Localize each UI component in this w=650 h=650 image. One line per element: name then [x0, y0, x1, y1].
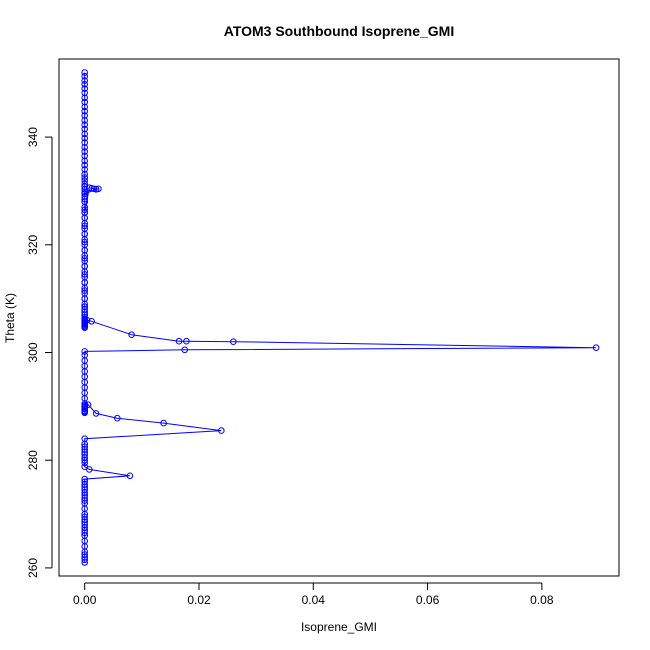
data-point	[81, 206, 88, 214]
data-point	[81, 174, 88, 181]
data-point	[81, 556, 88, 564]
data-point	[81, 144, 88, 151]
data-point	[81, 125, 88, 133]
data-point	[81, 89, 88, 97]
data-point	[592, 344, 600, 352]
data-point	[81, 103, 88, 111]
data-point	[81, 121, 88, 128]
chart-title: ATOM3 Southbound Isoprene_GMI	[224, 23, 454, 39]
data-point	[81, 271, 88, 278]
data-point	[81, 190, 88, 197]
data-point	[218, 427, 225, 434]
data-point	[160, 419, 167, 427]
x-tick-label: 0.02	[187, 593, 211, 607]
data-point	[81, 246, 88, 254]
data-point	[81, 139, 88, 146]
data-point	[81, 94, 88, 102]
data-point	[81, 72, 88, 80]
y-tick-label: 280	[26, 450, 40, 470]
data-point	[81, 161, 88, 169]
data-point	[81, 77, 88, 84]
data-point	[86, 466, 93, 473]
y-axis: 260 280 300 320 340	[26, 127, 53, 578]
data-point	[83, 316, 91, 324]
data-point	[81, 303, 88, 311]
data-point	[81, 559, 88, 566]
data-point	[81, 230, 88, 238]
data-point	[126, 472, 134, 480]
data-point	[181, 346, 188, 354]
data-point	[81, 170, 88, 178]
plot-frame	[58, 58, 620, 577]
x-axis-label: Isoprene_GMI	[301, 620, 377, 634]
data-point	[81, 198, 88, 205]
data-point	[81, 152, 88, 160]
data-point	[81, 222, 88, 230]
data-point	[128, 331, 135, 339]
data-point	[175, 337, 183, 345]
data-point	[92, 410, 100, 417]
x-tick-label: 0.08	[530, 593, 554, 607]
series-points	[81, 69, 600, 566]
data-point	[81, 295, 88, 303]
data-point	[81, 81, 88, 88]
data-point	[81, 324, 88, 332]
data-point	[81, 134, 88, 142]
data-point	[95, 185, 102, 193]
data-point	[230, 338, 237, 346]
data-point	[81, 186, 88, 193]
data-point	[84, 401, 92, 409]
data-point	[183, 337, 190, 345]
y-tick-label: 260	[26, 558, 40, 578]
data-point	[81, 85, 88, 92]
data-point	[81, 254, 88, 262]
data-point	[114, 414, 121, 422]
data-point	[81, 214, 88, 222]
data-point	[81, 98, 88, 106]
data-point	[81, 459, 88, 467]
x-tick-label: 0.04	[302, 593, 326, 607]
data-point	[81, 409, 88, 417]
data-point	[81, 107, 88, 115]
y-tick-label: 320	[26, 234, 40, 254]
data-point	[81, 497, 88, 504]
data-point	[81, 69, 88, 76]
data-point	[81, 529, 88, 537]
data-point	[81, 112, 88, 119]
data-point	[81, 117, 88, 124]
x-tick-label: 0.00	[73, 593, 97, 607]
data-point	[81, 166, 88, 173]
data-point	[81, 311, 88, 319]
data-point	[81, 130, 88, 138]
data-point	[81, 157, 88, 165]
x-tick-label: 0.06	[416, 593, 440, 607]
data-point	[88, 318, 95, 325]
data-point	[81, 238, 88, 246]
data-point	[81, 456, 88, 464]
y-tick-label: 340	[26, 127, 40, 147]
y-tick-label: 300	[26, 342, 40, 362]
data-point	[81, 348, 88, 355]
x-axis: 0.00 0.02 0.04 0.06 0.08	[73, 582, 554, 607]
data-point	[81, 263, 88, 270]
data-point	[81, 279, 88, 286]
data-point	[81, 148, 88, 155]
data-point	[81, 322, 88, 329]
y-axis-label: Theta (K)	[3, 293, 17, 343]
data-point	[81, 287, 88, 294]
